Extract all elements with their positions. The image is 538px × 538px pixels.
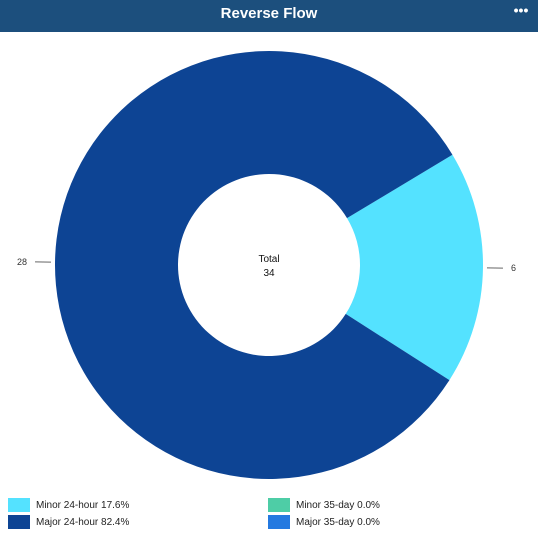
more-horizontal-icon[interactable]: ••• xyxy=(513,2,529,18)
legend-label: Major 35-day 0.0% xyxy=(296,516,380,528)
legend-swatch xyxy=(8,498,30,512)
legend-item-major-35-day[interactable]: Major 35-day 0.0% xyxy=(268,514,380,530)
legend-swatch xyxy=(268,498,290,512)
chart-legend: Minor 24-hour 17.6% Minor 35-day 0.0% Ma… xyxy=(0,495,538,535)
legend-swatch xyxy=(8,515,30,529)
legend-item-minor-35-day[interactable]: Minor 35-day 0.0% xyxy=(268,497,380,513)
center-label: Total xyxy=(258,254,279,265)
chart-header: Reverse Flow ••• xyxy=(0,0,538,32)
data-label: 28 xyxy=(17,257,27,267)
legend-label: Minor 35-day 0.0% xyxy=(296,499,380,511)
slice-major-24-hour[interactable] xyxy=(54,51,453,480)
legend-swatch xyxy=(268,515,290,529)
donut-chart: 6 28 Total 34 xyxy=(17,51,516,480)
center-value: 34 xyxy=(263,268,275,279)
legend-label: Major 24-hour 82.4% xyxy=(36,516,130,528)
legend-item-major-24-hour[interactable]: Major 24-hour 82.4% xyxy=(8,514,129,530)
data-label: 6 xyxy=(511,263,516,273)
chart-title: Reverse Flow xyxy=(220,5,318,22)
legend-item-minor-24-hour[interactable]: Minor 24-hour 17.6% xyxy=(8,497,129,513)
slice-minor-24-hour[interactable] xyxy=(345,154,483,381)
legend-label: Minor 24-hour 17.6% xyxy=(36,499,130,511)
